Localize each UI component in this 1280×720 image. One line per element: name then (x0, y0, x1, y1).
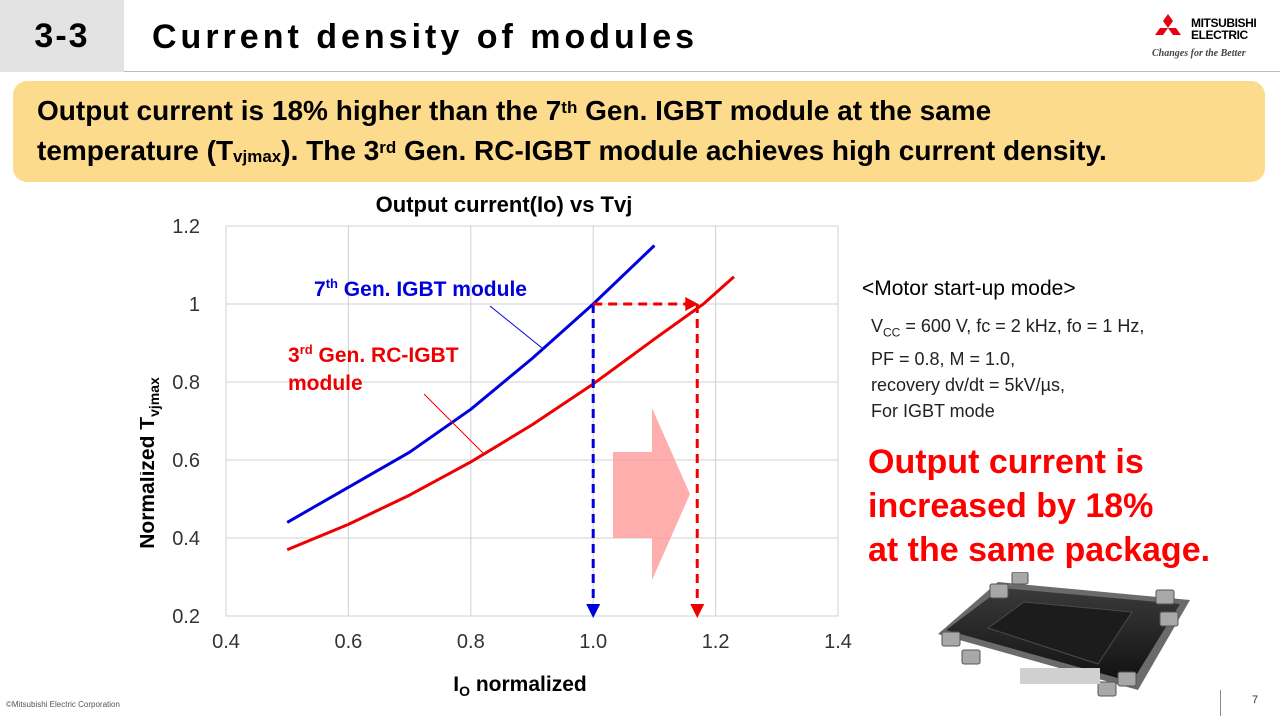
section-number: 3-3 (0, 0, 124, 72)
condition-text: = 600 V, fc = 2 kHz, fo = 1 Hz, (900, 316, 1145, 336)
series-label-3rd-gen: 3rd Gen. RC-IGBT (288, 342, 459, 367)
output-current-chart: Output current(Io) vs Tvj 0.4 0.6 0.8 1.0 1.… (140, 192, 852, 699)
y-tick-label: 1.2 (172, 216, 200, 238)
condition-text: V (871, 316, 884, 336)
headline-text: ). The 3 (281, 135, 380, 166)
ref-arrowhead-7th-gen (586, 604, 601, 618)
logo-text-mitsubishi: MITSUBISHI (1191, 16, 1257, 30)
y-tick-label: 0.8 (172, 372, 200, 394)
condition-subscript: CC (883, 325, 901, 340)
series-label-7th-gen: 7th Gen. IGBT module (314, 276, 527, 301)
y-tick-label: 0.4 (172, 528, 200, 550)
x-axis-label: IO normalized (453, 673, 586, 699)
headline-text: Gen. RC-IGBT module achieves high curren… (396, 135, 1107, 166)
ref-arrowhead-horizontal (685, 297, 699, 311)
highlight-line: Output current is (868, 443, 1144, 481)
page-number: 7 (1252, 694, 1259, 706)
headline-box: Output current is 18% higher than the 7t… (13, 81, 1265, 182)
headline-superscript: rd (379, 138, 397, 157)
x-tick-label: 0.4 (212, 631, 240, 653)
headline-text: Gen. IGBT module at the same (577, 95, 992, 126)
headline-superscript: th (561, 98, 578, 117)
headline-text: temperature (T (37, 135, 234, 166)
shift-arrow-icon (613, 408, 690, 580)
condition-line: VCC = 600 V, fc = 2 kHz, fo = 1 Hz, (871, 313, 1144, 346)
series-leader-7th-gen (489, 305, 543, 349)
x-tick-label: 0.6 (334, 631, 362, 653)
headline-text: Output current is 18% higher than the 7 (37, 95, 562, 126)
y-tick-label: 0.2 (172, 606, 200, 628)
condition-line: recovery dv/dt = 5kV/µs, (871, 374, 1065, 395)
headline-line-2: temperature (Tvjmax). The 3rd Gen. RC-IG… (37, 131, 1241, 171)
y-axis-label: Normalized Tvjmax (140, 377, 162, 549)
conditions-text: VCC = 600 V, fc = 2 kHz, fo = 1 Hz, PF =… (871, 313, 1144, 424)
highlight-line: at the same package. (868, 531, 1211, 569)
igbt-module-image (938, 572, 1190, 697)
highlight-line: increased by 18% (868, 487, 1154, 525)
highlight-message: Output current is increased by 18% at th… (868, 440, 1210, 572)
headline-line-1: Output current is 18% higher than the 7t… (37, 91, 1241, 131)
footer-divider (1220, 690, 1221, 716)
chart-title: Output current(Io) vs Tvj (376, 192, 633, 217)
mode-label: <Motor start-up mode> (862, 277, 1076, 300)
series-line-3rd-gen (286, 275, 735, 552)
ref-arrowhead-3rd-gen (690, 604, 705, 618)
x-tick-label: 1.2 (702, 631, 730, 653)
condition-line: PF = 0.8, M = 1.0, (871, 348, 1016, 369)
x-tick-label: 0.8 (457, 631, 485, 653)
copyright: ©Mitsubishi Electric Corporation (6, 700, 120, 709)
mitsubishi-logo-icon (1155, 14, 1181, 35)
x-tick-label: 1.4 (824, 631, 852, 653)
logo-tagline: Changes for the Better (1152, 48, 1246, 59)
y-tick-label: 0.6 (172, 450, 200, 472)
series-leader-3rd-gen (423, 393, 485, 455)
header-divider (124, 71, 1280, 72)
condition-line: For IGBT mode (871, 400, 995, 421)
headline-subscript: vjmax (233, 147, 282, 166)
x-tick-label: 1.0 (579, 631, 607, 653)
page-title: Current density of modules (152, 18, 699, 56)
y-tick-label: 1 (189, 294, 200, 316)
logo-text-electric: ELECTRIC (1191, 28, 1248, 42)
series-label-3rd-gen-line2: module (288, 372, 363, 395)
